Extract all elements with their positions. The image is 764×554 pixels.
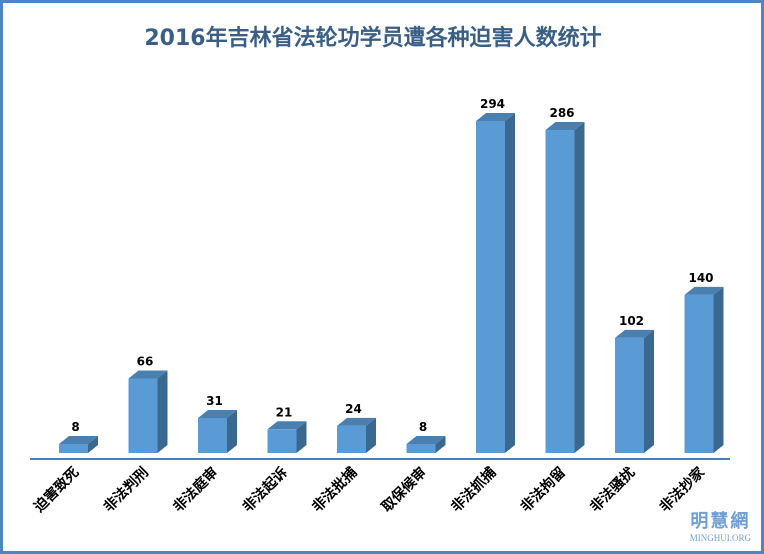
bar-top bbox=[684, 286, 724, 295]
bar bbox=[406, 443, 436, 453]
bar-top bbox=[545, 122, 585, 131]
bar-side bbox=[296, 421, 307, 453]
bar bbox=[59, 443, 88, 453]
bar-top bbox=[476, 113, 515, 121]
bar-top bbox=[128, 370, 168, 379]
bar-side bbox=[88, 435, 98, 453]
bar-side bbox=[574, 122, 585, 454]
bar bbox=[128, 378, 158, 453]
data-label: 24 bbox=[345, 402, 362, 416]
bar bbox=[684, 294, 714, 453]
x-tick-label: 非法判刑 bbox=[100, 464, 152, 516]
data-label: 102 bbox=[619, 314, 644, 328]
data-label: 294 bbox=[480, 97, 505, 111]
bar-side bbox=[227, 409, 237, 453]
bar-top bbox=[59, 435, 98, 444]
bar-side bbox=[713, 286, 724, 453]
data-label: 21 bbox=[276, 405, 293, 419]
x-tick-label: 非法骚扰 bbox=[587, 464, 639, 516]
bar bbox=[337, 425, 366, 453]
bar-top bbox=[337, 417, 376, 426]
data-label: 66 bbox=[137, 354, 154, 368]
data-label: 8 bbox=[419, 420, 427, 434]
bar bbox=[545, 130, 575, 454]
bar-chart: 2016年吉林省法轮功学员遭各种迫害人数统计 8 迫害致死 66 非法判刑 31 非法庭审… bbox=[30, 25, 730, 516]
bar bbox=[615, 337, 644, 453]
bar-top bbox=[615, 329, 654, 338]
bar-top bbox=[198, 409, 237, 418]
bar bbox=[198, 417, 227, 453]
bar-side bbox=[435, 435, 446, 453]
x-tick-label: 非法抓捕 bbox=[448, 464, 500, 516]
minghui-watermark-logo: 明慧網 MINGHUI.ORG bbox=[689, 511, 751, 543]
bar bbox=[476, 121, 505, 453]
x-tick-label: 非法拘留 bbox=[517, 464, 569, 516]
x-tick-label: 非法起诉 bbox=[239, 464, 291, 516]
x-tick-label: 非法批捕 bbox=[309, 464, 361, 516]
chart-title: 2016年吉林省法轮功学员遭各种迫害人数统计 bbox=[144, 25, 601, 51]
data-label: 140 bbox=[688, 271, 713, 285]
bar-side bbox=[644, 329, 654, 453]
data-label: 8 bbox=[71, 420, 79, 434]
bar-side bbox=[366, 417, 376, 453]
bar-top bbox=[267, 421, 307, 430]
bar bbox=[267, 429, 297, 453]
x-tick-label: 迫害致死 bbox=[30, 464, 82, 516]
x-tick-label: 非法庭审 bbox=[170, 464, 222, 516]
data-label: 286 bbox=[549, 106, 574, 120]
bar-side bbox=[505, 113, 515, 453]
data-label: 31 bbox=[206, 394, 223, 408]
x-tick-label: 取保候审 bbox=[378, 464, 430, 516]
bar-top bbox=[406, 435, 446, 444]
bar-side bbox=[157, 370, 168, 453]
